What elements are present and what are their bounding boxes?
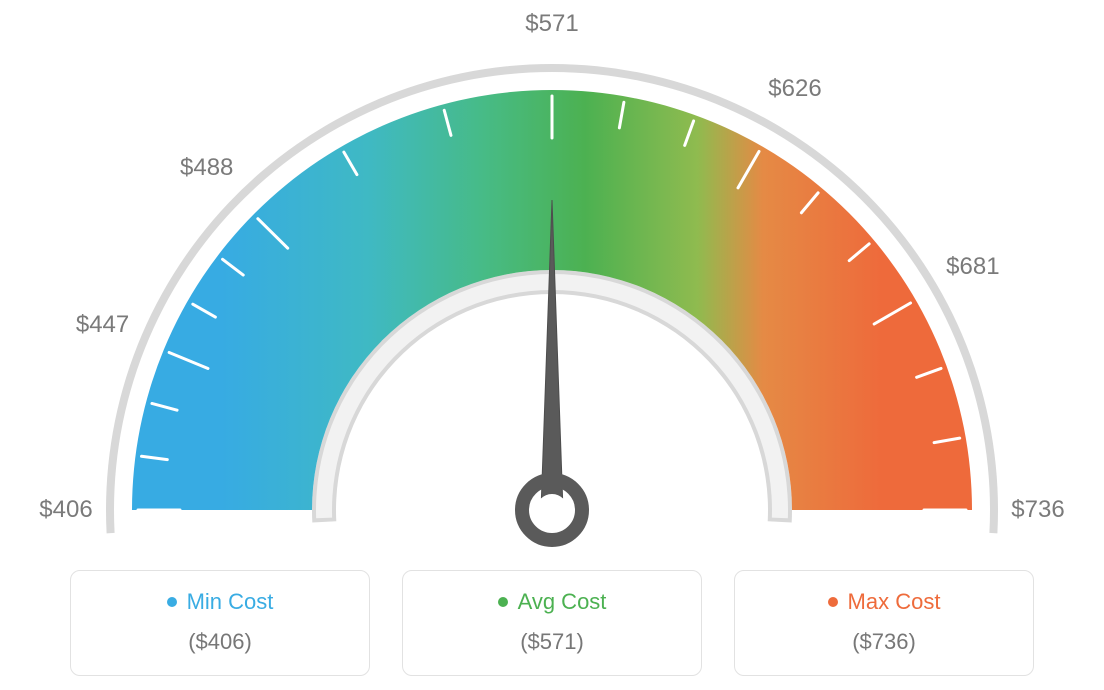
- gauge-tick-label: $447: [76, 311, 129, 339]
- legend-value-min: ($406): [81, 629, 359, 655]
- gauge-tick-label: $571: [525, 10, 578, 38]
- gauge-tick-label: $626: [768, 75, 821, 103]
- dot-icon: [498, 597, 508, 607]
- gauge-tick-label: $406: [39, 496, 92, 524]
- legend-value-avg: ($571): [413, 629, 691, 655]
- legend-card-max: Max Cost ($736): [734, 570, 1034, 676]
- legend-title-min: Min Cost: [187, 589, 274, 615]
- gauge-tick-label: $488: [180, 154, 233, 182]
- legend-value-max: ($736): [745, 629, 1023, 655]
- dot-icon: [167, 597, 177, 607]
- legend-title-avg: Avg Cost: [518, 589, 607, 615]
- gauge-tick-label: $736: [1011, 496, 1064, 524]
- legend-title-max: Max Cost: [848, 589, 941, 615]
- legend-card-min: Min Cost ($406): [70, 570, 370, 676]
- gauge-svg: [0, 0, 1104, 560]
- gauge-tick-label: $681: [946, 253, 999, 281]
- cost-gauge: $406 $447 $488 $571 $626 $681 $736: [0, 0, 1104, 560]
- dot-icon: [828, 597, 838, 607]
- legend-card-avg: Avg Cost ($571): [402, 570, 702, 676]
- legend-row: Min Cost ($406) Avg Cost ($571) Max Cost…: [0, 570, 1104, 676]
